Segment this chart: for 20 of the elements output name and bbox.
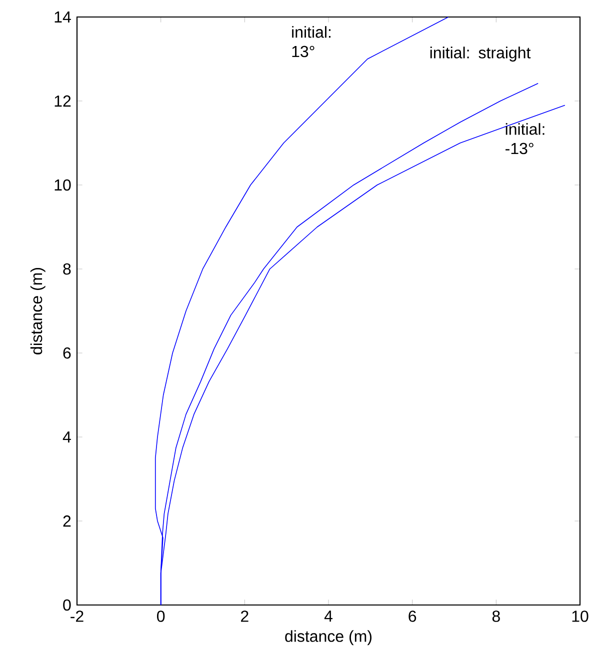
x-tick-label: 2 [241, 610, 248, 622]
y-tick-label: 8 [63, 263, 71, 275]
y-tick-label: 4 [62, 432, 71, 442]
x-tick-label: -2 [70, 610, 84, 622]
annotation: initial: straight [430, 46, 531, 62]
y-axis-title: distance (m) [30, 268, 46, 354]
y-tick-label: 10 [54, 179, 71, 191]
x-tick-label: 4 [324, 610, 332, 622]
x-tick-label: 8 [492, 610, 500, 622]
y-tick-label: 12 [54, 95, 71, 107]
x-axis-title: distance (m) [285, 630, 372, 646]
annotation: initial: 13° [292, 26, 330, 58]
y-tick-label: 0 [63, 599, 71, 611]
annotation: initial: -13° [506, 123, 544, 154]
y-tick-label: 14 [54, 11, 71, 22]
y-tick-label: 2 [63, 515, 71, 527]
x-tick-label: 10 [572, 610, 588, 622]
x-tick-label: 6 [408, 610, 416, 622]
x-tick-label: 0 [157, 610, 165, 622]
y-tick-label: 6 [63, 347, 71, 359]
